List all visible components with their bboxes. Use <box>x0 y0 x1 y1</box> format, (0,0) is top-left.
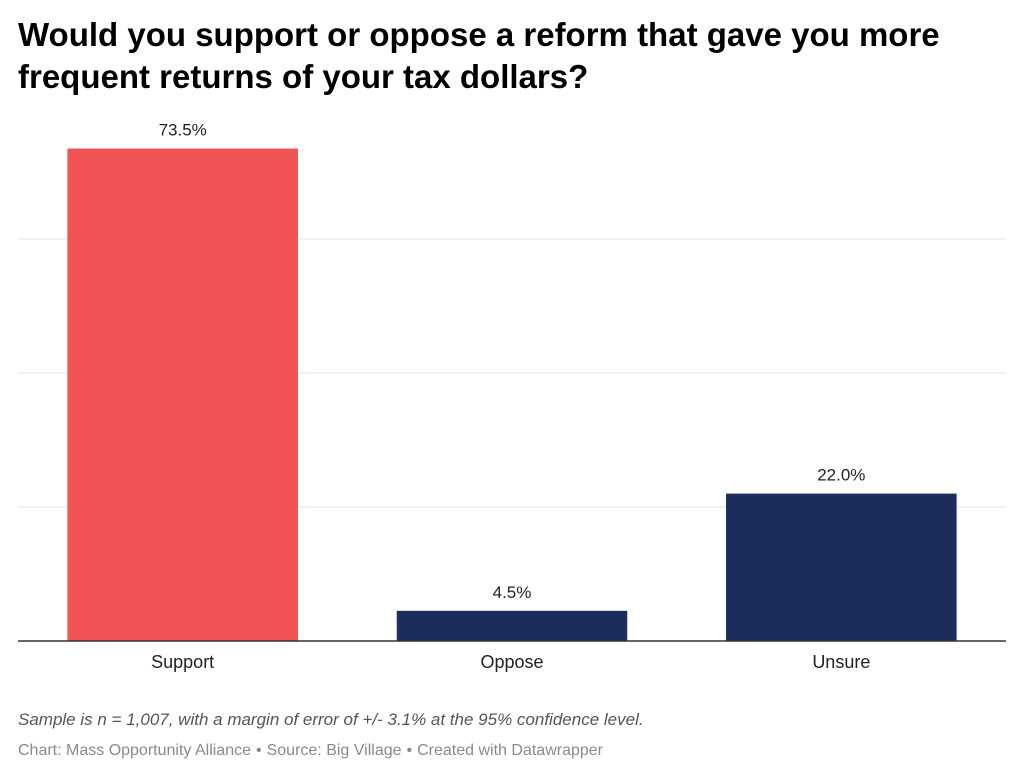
byline-created-with: Created with Datawrapper <box>417 742 603 759</box>
value-labels: 73.5% 4.5% 22.0% <box>159 121 866 602</box>
bar-oppose <box>396 610 628 641</box>
bars <box>67 148 957 642</box>
chart-title: Would you support or oppose a reform tha… <box>18 16 940 95</box>
value-label-support: 73.5% <box>159 121 207 140</box>
category-label-unsure: Unsure <box>812 652 870 672</box>
byline-chart-credit: Chart: Mass Opportunity Alliance <box>18 742 251 759</box>
bar-chart: 73.5% 4.5% 22.0% Support Oppose Unsure <box>18 121 1006 672</box>
category-labels: Support Oppose Unsure <box>151 652 870 672</box>
category-label-support: Support <box>151 652 214 672</box>
chart-notes: Sample is n = 1,007, with a margin of er… <box>18 710 644 729</box>
byline-separator: • <box>406 742 413 759</box>
bar-unsure <box>726 493 957 641</box>
category-label-oppose: Oppose <box>480 652 543 672</box>
value-label-unsure: 22.0% <box>817 466 865 485</box>
byline-separator: • <box>256 742 262 759</box>
chart-byline: Chart: Mass Opportunity Alliance • Source:… <box>18 742 603 760</box>
byline-source: Source: Big Village <box>266 742 402 759</box>
value-label-oppose: 4.5% <box>493 583 532 602</box>
bar-support <box>67 148 298 642</box>
